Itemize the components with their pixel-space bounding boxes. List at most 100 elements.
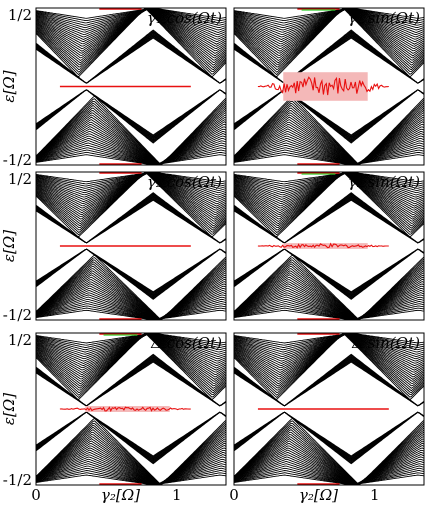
band-line — [36, 144, 226, 165]
band-line — [36, 333, 226, 348]
band-line — [234, 467, 424, 485]
band-line — [36, 8, 226, 31]
band-line — [234, 276, 424, 320]
band-group — [36, 8, 226, 165]
panel: γ₂ cos(Ωt) 1/2 -1/2 ε[Ω] — [0, 170, 227, 324]
band-line — [234, 172, 424, 200]
band-line — [234, 333, 424, 360]
band-line — [36, 444, 226, 485]
band-line — [36, 8, 226, 26]
band-line — [36, 123, 226, 165]
band-line — [36, 95, 226, 165]
band-line — [36, 112, 226, 165]
band-line — [234, 8, 424, 38]
band-line — [36, 438, 226, 485]
band-line — [36, 172, 226, 200]
band-line — [36, 172, 226, 198]
ytick-top: 1/2 — [8, 170, 32, 188]
band-line — [234, 140, 424, 165]
band-line — [234, 333, 424, 355]
band-line — [234, 465, 424, 485]
band-line — [36, 8, 226, 24]
band-line — [234, 149, 424, 165]
band-line — [36, 133, 226, 165]
band-line — [234, 449, 424, 485]
band-line — [234, 147, 424, 165]
band-line — [234, 172, 424, 194]
band-line — [234, 8, 424, 78]
band-line — [234, 422, 424, 485]
band-line — [36, 172, 226, 196]
band-line — [36, 276, 226, 320]
band-line — [36, 333, 226, 344]
band-line — [234, 107, 424, 165]
band-line — [36, 447, 226, 485]
xlabel: γ₂[Ω] — [101, 486, 140, 504]
band-line — [234, 109, 424, 165]
band-line — [36, 460, 226, 485]
band-line — [234, 298, 424, 320]
xlabel: γ₂[Ω] — [299, 486, 338, 504]
band-line — [36, 442, 226, 485]
inner-band-line — [234, 89, 424, 144]
band-line — [234, 263, 424, 320]
band-line — [36, 451, 226, 485]
band-line — [234, 172, 424, 196]
band-group — [36, 333, 226, 485]
band-line — [234, 8, 424, 31]
zero-mode-noisy — [257, 76, 389, 96]
band-line — [234, 270, 424, 320]
inner-band-line — [36, 353, 226, 407]
band-line — [36, 420, 226, 485]
band-line — [36, 429, 226, 485]
zero-mode-band — [85, 406, 170, 412]
band-group — [234, 8, 424, 165]
band-line — [36, 454, 226, 485]
band-line — [36, 172, 226, 185]
panel-label: Δ sin(Ωt) — [351, 334, 420, 352]
band-line — [234, 447, 424, 485]
band-line — [234, 287, 424, 320]
band-line — [36, 422, 226, 485]
band-line — [36, 100, 226, 165]
band-line — [36, 102, 226, 165]
band-line — [36, 309, 226, 320]
band-line — [36, 172, 226, 187]
band-line — [36, 274, 226, 320]
band-line — [234, 333, 424, 362]
band-line — [234, 436, 424, 485]
band-line — [36, 292, 226, 320]
band-line — [234, 130, 424, 165]
band-line — [234, 116, 424, 165]
panel-frame — [35, 332, 227, 486]
band-line — [234, 172, 424, 198]
band-line — [36, 470, 226, 485]
band-line — [36, 8, 226, 38]
band-line — [36, 333, 226, 353]
band-line — [234, 438, 424, 485]
band-line — [234, 278, 424, 320]
xtick-1: 1 — [172, 486, 182, 504]
band-line — [234, 281, 424, 320]
zero-mode-noisy — [257, 242, 389, 249]
band-line — [36, 300, 226, 320]
band-line — [36, 294, 226, 320]
band-line — [36, 440, 226, 485]
band-line — [234, 151, 424, 165]
band-line — [36, 270, 226, 320]
inner-band-line — [36, 197, 226, 244]
band-line — [36, 278, 226, 320]
band-line — [234, 254, 424, 320]
zero-mode-band — [283, 72, 368, 101]
inner-band-line — [36, 248, 226, 300]
band-line — [234, 285, 424, 320]
band-line — [36, 109, 226, 165]
band-line — [36, 259, 226, 320]
band-line — [234, 8, 424, 33]
band-line — [36, 8, 226, 78]
panel-frame — [233, 171, 425, 321]
inner-band-line — [36, 89, 226, 144]
band-line — [234, 303, 424, 320]
inner-band-line — [234, 354, 424, 407]
band-line — [36, 119, 226, 165]
